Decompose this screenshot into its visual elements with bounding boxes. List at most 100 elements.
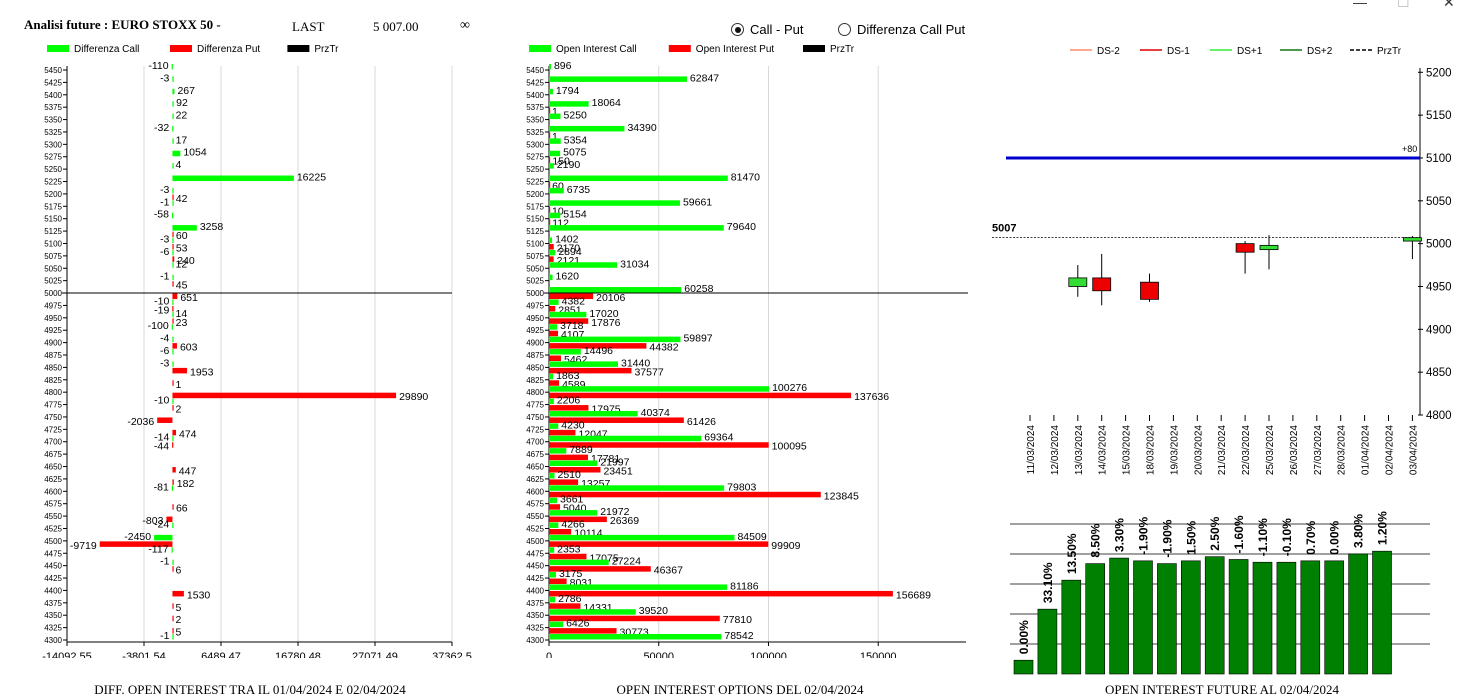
call-value-label: 1794 — [556, 85, 580, 97]
strike-label: 4750 — [44, 413, 62, 422]
strike-label: 5150 — [44, 215, 62, 224]
call-value-label: 5075 — [563, 147, 587, 159]
put-bar — [172, 231, 174, 238]
close-icon[interactable]: ✕ — [1443, 0, 1455, 10]
call-value-label: 5354 — [564, 134, 588, 146]
put-value-label: 5 — [175, 627, 181, 639]
put-value-label: -19 — [154, 304, 169, 316]
call-bar — [172, 349, 174, 355]
put-value-label: 45 — [176, 280, 188, 292]
call-bar — [549, 76, 687, 82]
call-value-label: 4230 — [561, 419, 585, 431]
strike-label: 4650 — [44, 463, 62, 472]
page-title: Analisi future : EURO STOXX 50 - — [24, 17, 221, 32]
call-value-label: 6735 — [567, 184, 591, 196]
candle-body — [1259, 244, 1279, 251]
open-interest-options-chart: Open Interest Call Open Interest Put PrzTr… — [526, 44, 968, 658]
last-label: LAST — [292, 19, 325, 34]
strike-label: 4375 — [44, 599, 62, 608]
call-value-label: 60258 — [684, 283, 713, 295]
put-value-label: 17876 — [591, 317, 620, 329]
strike-label: 4375 — [526, 599, 544, 608]
call-bar — [549, 534, 735, 541]
x-tick-label: 6489.47 — [201, 651, 241, 658]
minimize-icon[interactable]: — — [1353, 0, 1367, 10]
x-tick-label: 16780.48 — [275, 651, 321, 658]
oi-bar-label: -1.10% — [1256, 518, 1270, 556]
put-bar — [549, 504, 561, 510]
call-bar — [549, 423, 559, 429]
date-label: 02/04/2024 — [1385, 425, 1396, 475]
maximize-icon[interactable]: ☐ — [1397, 0, 1410, 10]
date-label: 19/03/2024 — [1169, 425, 1180, 475]
put-bar — [549, 392, 852, 399]
call-bar — [549, 634, 722, 640]
call-bar — [549, 510, 598, 516]
call-value-label: -117 — [148, 543, 168, 555]
call-bar — [172, 249, 174, 256]
strike-label: 5300 — [526, 140, 544, 149]
call-value-label: 1402 — [555, 233, 579, 245]
legend-swatch — [287, 45, 310, 52]
call-bar — [549, 547, 555, 553]
call-value-label: -14 — [154, 432, 169, 444]
call-bar — [172, 101, 174, 107]
last-value: 5 007.00 — [373, 19, 419, 34]
put-value-label: 2 — [175, 404, 181, 416]
call-value-label: 78542 — [724, 630, 753, 642]
call-value-label: 7889 — [569, 444, 593, 456]
legend-label: PrzTr — [314, 44, 339, 55]
legend-label: Differenza Call — [74, 44, 139, 55]
call-value-label: 81470 — [731, 172, 760, 184]
put-bar — [549, 219, 551, 225]
strike-label: 5025 — [44, 277, 62, 286]
strike-label: 5250 — [44, 165, 62, 174]
oi-bar — [1348, 553, 1368, 675]
call-value-label: 5154 — [563, 209, 587, 221]
y-tick-label: 4950 — [1426, 281, 1452, 293]
put-value-label: 20106 — [596, 292, 625, 304]
radio-difference[interactable]: Differenza Call Put — [838, 22, 965, 37]
x-tick-label: -14092.55 — [42, 651, 92, 658]
put-bar — [172, 392, 397, 399]
call-bar — [549, 187, 564, 194]
y-tick-label: 5050 — [1426, 196, 1452, 208]
strike-label: 4725 — [44, 425, 62, 434]
put-value-label: 2 — [175, 614, 181, 626]
strike-label: 4550 — [44, 512, 62, 521]
call-bar — [172, 212, 174, 219]
oi-bar-label: -1.90% — [1160, 519, 1174, 557]
put-value-label: 182 — [177, 478, 195, 490]
strike-label: 4825 — [526, 376, 544, 385]
put-value-label: 150 — [552, 156, 570, 168]
oi-bar-label: 3.80% — [1352, 514, 1366, 548]
radio-call-put[interactable]: Call - Put — [731, 22, 803, 37]
call-bar — [549, 237, 553, 243]
strike-label: 4500 — [526, 537, 544, 546]
call-bar — [549, 559, 609, 566]
call-bar — [549, 596, 556, 603]
put-bar — [172, 380, 174, 386]
call-value-label: 14 — [176, 308, 188, 320]
strike-label: 5025 — [526, 277, 544, 286]
put-bar — [172, 405, 174, 411]
call-value-label: 3175 — [559, 568, 583, 580]
strike-label: 5400 — [44, 91, 62, 100]
put-bar — [172, 243, 174, 250]
date-label: 11/03/2024 — [1026, 425, 1037, 475]
put-value-label: 60 — [176, 230, 188, 242]
oi-bar — [1157, 563, 1177, 675]
call-value-label: 31034 — [620, 258, 649, 270]
put-value-label: 6 — [175, 565, 181, 577]
oi-bar — [1037, 608, 1058, 675]
x-tick-label: -3801.54 — [122, 651, 165, 658]
put-bar — [549, 330, 559, 337]
strike-label: 4475 — [44, 549, 62, 558]
oi-bar — [1085, 563, 1105, 675]
call-bar — [549, 472, 555, 479]
put-bar — [172, 479, 174, 485]
call-value-label: -1 — [160, 556, 169, 568]
call-value-label: 4 — [175, 159, 181, 171]
strike-label: 5325 — [44, 128, 62, 137]
put-value-label: 1953 — [190, 366, 214, 378]
